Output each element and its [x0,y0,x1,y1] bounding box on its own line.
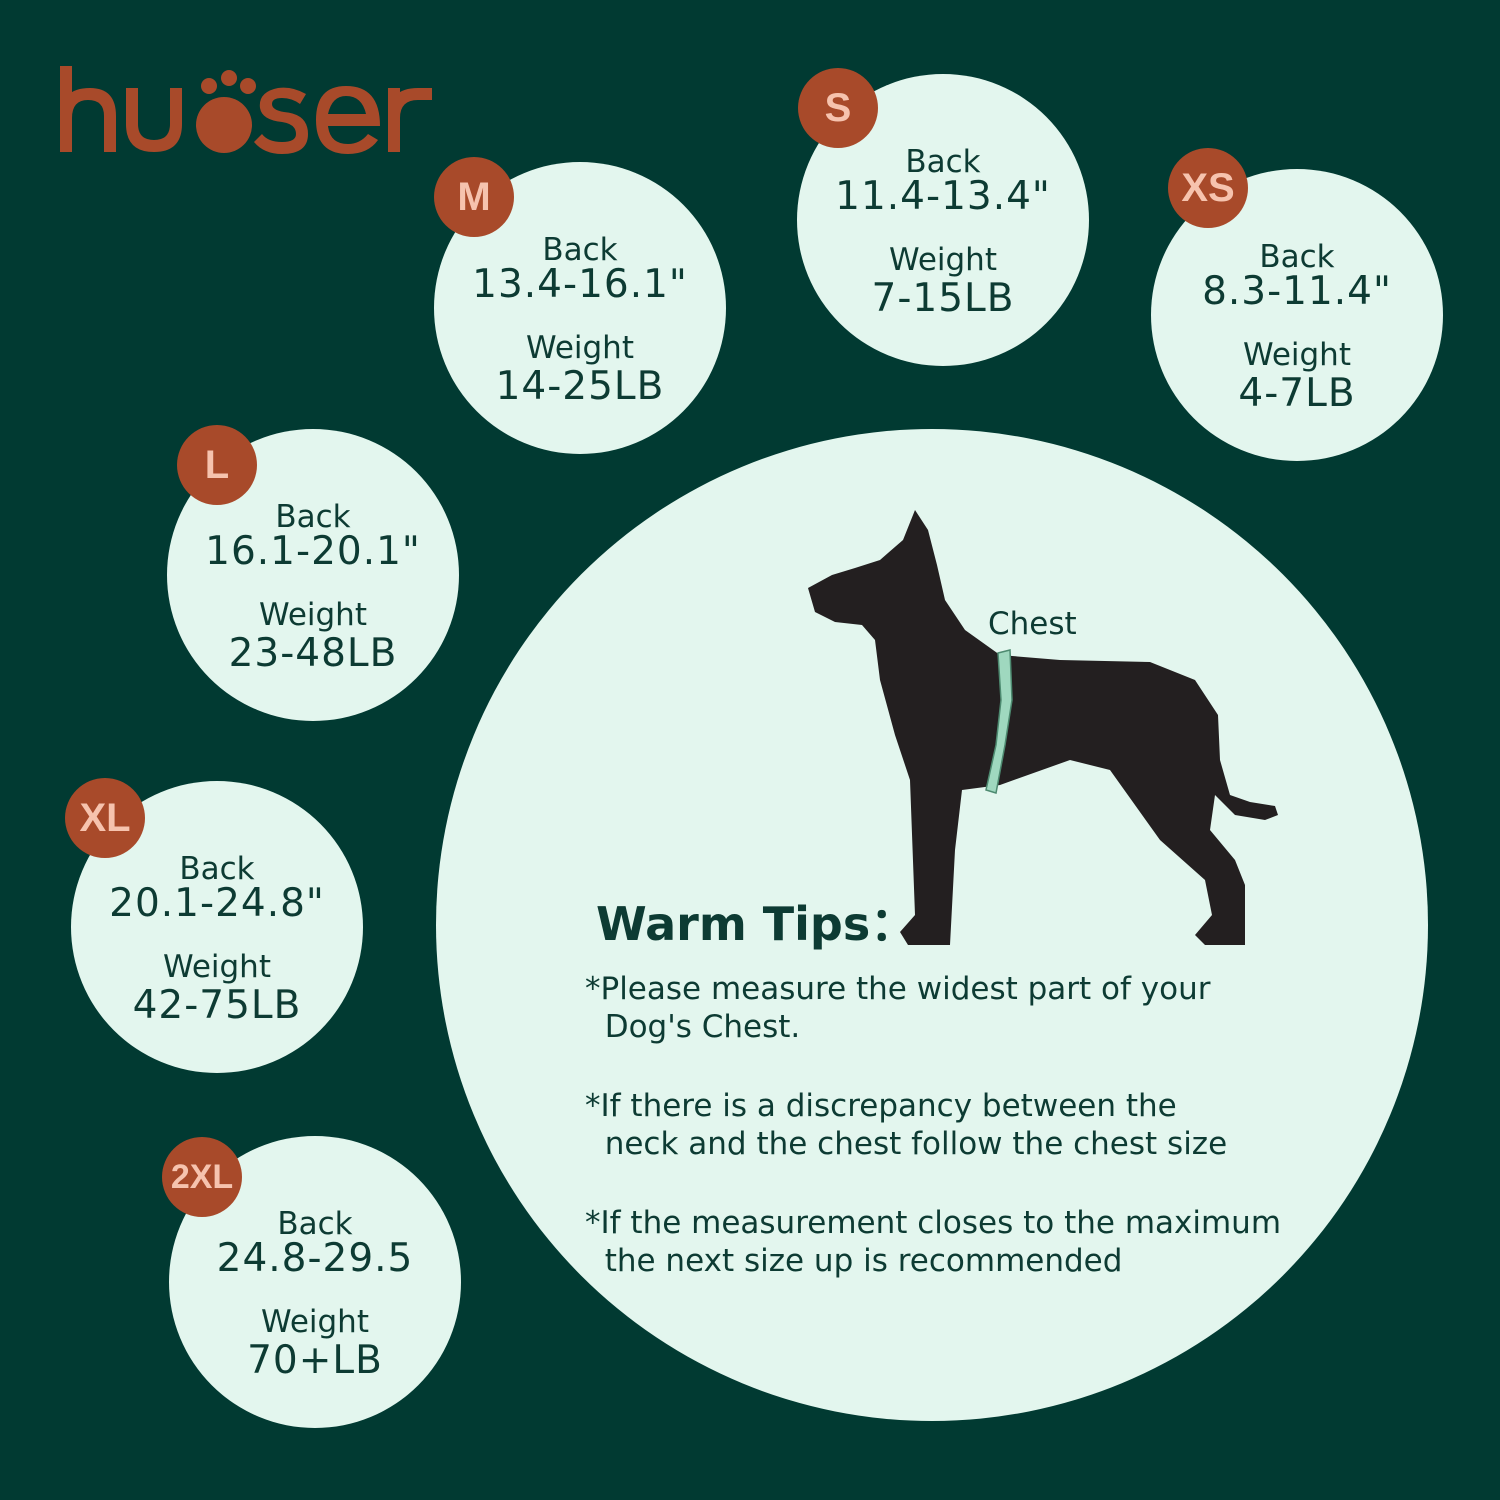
back-value: 24.8-29.5 [216,1236,414,1281]
weight-value: 14-25LB [495,364,665,409]
weight-label: Weight [260,1304,369,1340]
weight-label: Weight [525,330,634,366]
back-label: Back [275,499,351,535]
back-value: 20.1-24.8" [109,881,325,926]
tip-item: *If the measurement closes to the maximu… [585,1205,1282,1279]
back-label: Back [1259,239,1335,275]
tip-item: *If there is a discrepancy between the n… [585,1088,1228,1162]
size-badge: L [177,425,257,505]
weight-value: 70+LB [247,1338,383,1383]
brand-logo [56,58,436,162]
size-badge: S [798,68,878,148]
size-badge: XS [1168,148,1248,228]
weight-label: Weight [162,949,271,985]
back-label: Back [905,144,981,180]
back-label: Back [542,232,618,268]
weight-label: Weight [1242,337,1351,373]
weight-value: 23-48LB [228,631,398,676]
back-label: Back [277,1206,353,1242]
tip-item: *Please measure the widest part of your … [585,971,1211,1045]
size-card-xl: Back 20.1-24.8" Weight 42-75LB [71,781,363,1073]
size-card-m: Back 13.4-16.1" Weight 14-25LB [434,162,726,454]
back-value: 8.3-11.4" [1202,269,1392,314]
back-value: 16.1-20.1" [205,529,421,574]
weight-value: 4-7LB [1238,371,1356,416]
measuring-tape-icon [985,649,1013,794]
warm-tips-title: Warm Tips： [596,897,917,951]
back-value: 13.4-16.1" [472,262,688,307]
size-badge: 2XL [162,1137,242,1217]
back-label: Back [179,851,255,887]
size-badge: M [434,157,514,237]
weight-value: 7-15LB [871,276,1015,321]
chest-label: Chest [988,606,1077,642]
size-card-xs: Back 8.3-11.4" Weight 4-7LB [1151,169,1443,461]
weight-label: Weight [258,597,367,633]
size-badge: XL [65,778,145,858]
weight-value: 42-75LB [132,983,302,1028]
back-value: 11.4-13.4" [835,174,1051,219]
weight-label: Weight [888,242,997,278]
